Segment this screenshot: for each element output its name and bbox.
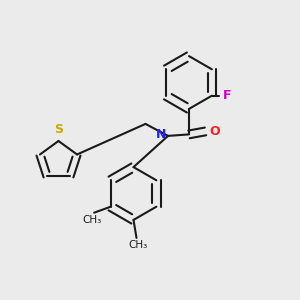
Text: CH₃: CH₃ — [128, 240, 148, 250]
Text: CH₃: CH₃ — [82, 215, 101, 225]
Text: O: O — [209, 125, 220, 138]
Text: F: F — [223, 89, 232, 102]
Text: N: N — [156, 128, 166, 142]
Text: S: S — [54, 123, 63, 136]
